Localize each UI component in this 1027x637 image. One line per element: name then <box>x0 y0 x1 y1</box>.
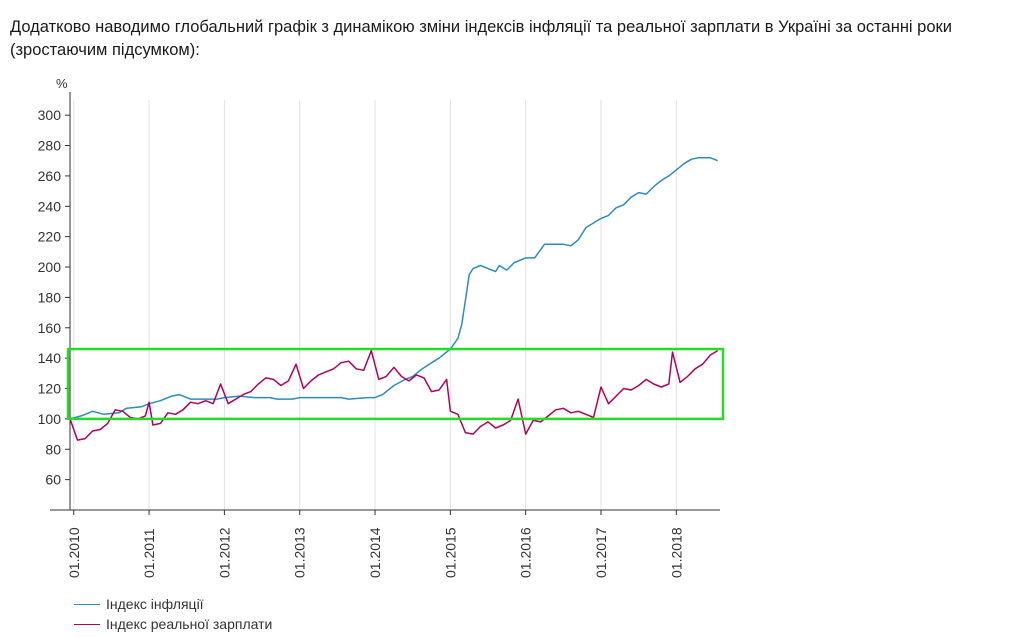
y-tick-label-7: 200 <box>38 259 62 275</box>
chart-legend: Індекс інфляції Індекс реальної зарплати <box>74 594 272 634</box>
legend-label-real-wage: Індекс реальної зарплати <box>106 616 273 632</box>
legend-swatch-real-wage <box>74 623 100 625</box>
y-tick-label-6: 180 <box>38 289 62 305</box>
legend-swatch-inflation <box>74 603 100 605</box>
y-tick-label-12: 300 <box>38 107 62 123</box>
highlight-box <box>66 347 725 421</box>
y-tick-label-2: 100 <box>38 411 62 427</box>
intro-line-1: Додатково наводимо глобальний графік з д… <box>10 18 952 36</box>
intro-line-2: (зростаючим підсумком): <box>10 41 200 59</box>
y-tick-label-1: 80 <box>45 441 61 457</box>
x-tick-label-1: 01.2011 <box>141 528 157 578</box>
chart-container: % 60 80 100 120 140 160 180 200 220 240 260 280 300 01… <box>0 70 760 595</box>
series-line-0 <box>69 156 718 420</box>
line-chart: % 60 80 100 120 140 160 180 200 220 240 260 280 300 01… <box>38 76 725 578</box>
x-tick-label-4: 01.2014 <box>367 527 383 578</box>
y-tick-label-3: 120 <box>38 381 62 397</box>
y-tick-label-9: 240 <box>38 198 62 214</box>
y-tick-label-4: 140 <box>38 350 62 366</box>
x-tick-label-6: 01.2016 <box>518 527 534 578</box>
y-axis-label: % <box>56 76 68 91</box>
x-tick-label-5: 01.2015 <box>442 527 458 578</box>
x-tick-label-8: 01.2018 <box>668 527 684 578</box>
y-tick-label-0: 60 <box>45 472 61 488</box>
x-tick-label-0: 01.2010 <box>66 527 82 578</box>
series-line-1 <box>69 349 719 441</box>
x-tick-label-2: 01.2012 <box>216 527 232 578</box>
y-tick-label-10: 260 <box>38 168 62 184</box>
y-tick-label-5: 160 <box>38 320 62 336</box>
y-tick-label-11: 280 <box>38 138 62 154</box>
y-tick-label-8: 220 <box>38 229 62 245</box>
legend-label-inflation: Індекс інфляції <box>106 596 204 612</box>
x-tick-label-3: 01.2013 <box>292 527 308 578</box>
intro-paragraph: Додатково наводимо глобальний графік з д… <box>10 16 1020 62</box>
x-tick-label-7: 01.2017 <box>593 527 609 578</box>
legend-item-real-wage: Індекс реальної зарплати <box>74 614 272 634</box>
legend-item-inflation: Індекс інфляції <box>74 594 272 614</box>
